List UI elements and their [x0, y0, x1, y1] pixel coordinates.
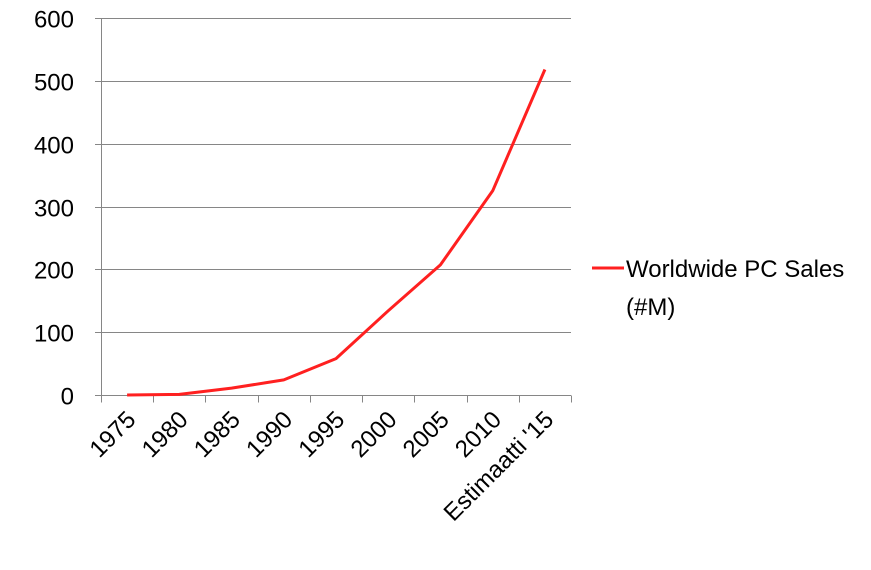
x-tick-label-1: 1980: [137, 406, 194, 463]
gridlines: [101, 18, 571, 333]
y-tick-labels: 0 100 200 300 400 500 600: [34, 7, 74, 411]
series-lines: [127, 68, 547, 397]
y-tick-label-200: 200: [34, 258, 74, 285]
y-tick-label-400: 400: [34, 133, 74, 160]
x-tick-label-3: 1990: [241, 406, 298, 463]
axes: [95, 18, 572, 403]
legend: Worldwide PC Sales (#M): [592, 256, 844, 321]
y-tick-label-300: 300: [34, 196, 74, 223]
y-tick-label-500: 500: [34, 70, 74, 97]
y-tick-label-600: 600: [34, 7, 74, 34]
series-line-0: [127, 68, 547, 397]
x-tick-label-5: 2000: [346, 406, 403, 463]
x-tick-label-6: 2005: [398, 406, 455, 463]
y-tick-label-0: 0: [61, 384, 74, 411]
x-tick-label-0: 1975: [85, 406, 142, 463]
x-tick-labels: 19751980198519901995200020052010Estimaat…: [85, 406, 560, 526]
y-tick-label-100: 100: [34, 321, 74, 348]
x-tick-label-2: 1985: [189, 406, 246, 463]
legend-label-line1: Worldwide PC Sales: [626, 256, 844, 283]
x-tick-label-4: 1995: [293, 406, 350, 463]
legend-label-line2: (#M): [626, 294, 675, 321]
